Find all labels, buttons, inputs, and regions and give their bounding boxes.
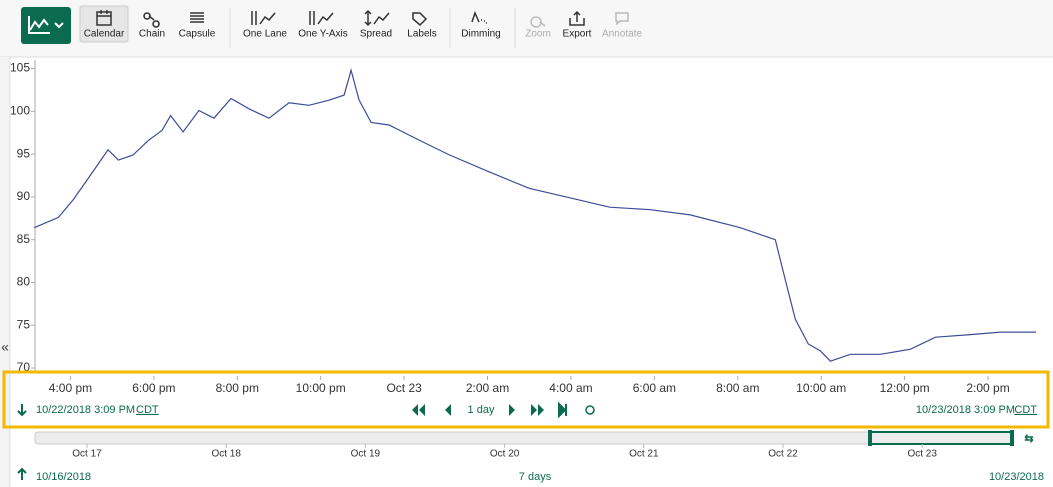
nav-tick-label: Oct 23 bbox=[907, 449, 937, 460]
navigator: Oct 17 Oct 18 Oct 19 Oct 20 Oct 21 Oct 22 Oct … bbox=[72, 444, 937, 460]
button-label: Capsule bbox=[179, 29, 216, 40]
navigator-handle[interactable] bbox=[868, 430, 872, 446]
button-icon bbox=[96, 10, 112, 26]
view-icon bbox=[28, 16, 50, 34]
step-back-far[interactable] bbox=[412, 404, 425, 416]
toolbar-button[interactable]: Chain bbox=[139, 12, 165, 40]
toolbar-button: Zoom bbox=[525, 16, 551, 40]
x-tick-label: 8:00 pm bbox=[216, 381, 259, 395]
x-tick-label: 2:00 am bbox=[466, 381, 509, 395]
nav-tick-label: Oct 17 bbox=[72, 449, 102, 460]
refresh[interactable] bbox=[585, 405, 595, 415]
button-icon bbox=[615, 12, 629, 26]
toolbar-buttons: Calendar Chain Capsule One Lane One Y-Axis Sp… bbox=[79, 5, 642, 43]
x-tick-label: 4:00 pm bbox=[49, 381, 92, 395]
button-icon bbox=[364, 9, 390, 27]
x-tick-label: 10:00 pm bbox=[296, 381, 346, 395]
step-forward[interactable] bbox=[509, 404, 515, 416]
button-label: One Y-Axis bbox=[298, 29, 347, 40]
toolbar-button[interactable]: Capsule bbox=[179, 12, 216, 40]
x-tick-label: 8:00 am bbox=[716, 381, 759, 395]
button-label: One Lane bbox=[243, 29, 287, 40]
button-label: Chain bbox=[139, 29, 165, 40]
view-menu-button[interactable] bbox=[21, 7, 71, 44]
start-arrow[interactable] bbox=[17, 404, 27, 417]
collapse-button[interactable]: « bbox=[1, 339, 9, 355]
series-line bbox=[33, 68, 1036, 362]
start-zone[interactable]: CDT bbox=[136, 404, 159, 416]
nav-start[interactable]: 10/16/2018 bbox=[36, 471, 91, 483]
button-icon bbox=[412, 12, 428, 27]
duration[interactable]: 1 day bbox=[468, 404, 495, 416]
end-time[interactable]: 10/23/2018 3:09 PM bbox=[916, 404, 1015, 416]
x-tick-label: Oct 23 bbox=[386, 381, 422, 395]
start-time[interactable]: 10/22/2018 3:09 PM bbox=[36, 404, 135, 416]
nav-duration[interactable]: 7 days bbox=[519, 471, 552, 483]
jump-now[interactable] bbox=[558, 401, 567, 419]
toolbar-button[interactable]: One Lane bbox=[243, 11, 287, 40]
highlight-box bbox=[2, 370, 1050, 429]
y-tick-label: 105 bbox=[10, 61, 30, 75]
button-label: Calendar bbox=[84, 29, 125, 40]
step-back[interactable] bbox=[445, 404, 451, 416]
toolbar-button: Annotate bbox=[602, 12, 642, 40]
button-icon bbox=[190, 12, 204, 23]
navigator-lock[interactable]: ⇆ bbox=[1024, 433, 1033, 445]
side-strip bbox=[0, 57, 10, 487]
toolbar bbox=[0, 0, 1053, 57]
navigator-handle[interactable] bbox=[1010, 430, 1014, 446]
button-icon bbox=[309, 11, 334, 25]
y-tick-label: 80 bbox=[17, 275, 31, 289]
x-tick-label: 6:00 pm bbox=[132, 381, 175, 395]
button-icon bbox=[143, 12, 160, 28]
x-tick-label: 2:00 pm bbox=[966, 381, 1009, 395]
button-label: Annotate bbox=[602, 29, 642, 40]
x-tick-label: 10:00 am bbox=[796, 381, 846, 395]
button-label: Zoom bbox=[525, 29, 551, 40]
button-icon bbox=[569, 10, 585, 26]
y-tick-label: 85 bbox=[17, 232, 31, 246]
active-background bbox=[79, 5, 129, 43]
nav-tick-label: Oct 21 bbox=[629, 449, 659, 460]
button-icon bbox=[530, 16, 546, 28]
nav-start-arrow[interactable] bbox=[17, 467, 27, 480]
toolbar-button[interactable]: Calendar bbox=[79, 5, 129, 43]
end-zone[interactable]: CDT bbox=[1014, 404, 1037, 416]
y-tick-label: 95 bbox=[17, 146, 31, 160]
y-tick-label: 90 bbox=[17, 189, 31, 203]
button-label: Labels bbox=[407, 29, 436, 40]
step-forward-far[interactable] bbox=[531, 404, 544, 416]
button-label: Dimming bbox=[461, 29, 500, 40]
dropdown-icon bbox=[54, 22, 64, 29]
navigator-track bbox=[34, 431, 1013, 445]
y-tick-label: 100 bbox=[10, 104, 30, 118]
nav-end[interactable]: 10/23/2018 bbox=[989, 471, 1044, 483]
button-icon bbox=[471, 10, 487, 24]
button-label: Export bbox=[563, 29, 592, 40]
toolbar-button[interactable]: Dimming bbox=[461, 10, 501, 40]
nav-tick-label: Oct 20 bbox=[490, 449, 520, 460]
toolbar-button[interactable]: One Y-Axis bbox=[298, 11, 348, 40]
nav-tick-label: Oct 18 bbox=[211, 449, 241, 460]
toolbar-button[interactable]: Export bbox=[563, 10, 592, 40]
x-tick-label: 12:00 pm bbox=[880, 381, 930, 395]
nav-tick-label: Oct 19 bbox=[351, 449, 381, 460]
x-tick-label: 4:00 am bbox=[549, 381, 592, 395]
button-icon bbox=[251, 11, 276, 25]
toolbar-button[interactable]: Labels bbox=[407, 12, 437, 40]
nav-tick-label: Oct 22 bbox=[768, 449, 798, 460]
x-tick-label: 6:00 am bbox=[633, 381, 676, 395]
button-label: Spread bbox=[360, 29, 392, 40]
toolbar-button[interactable]: Spread bbox=[360, 9, 392, 40]
y-tick-label: 75 bbox=[17, 317, 31, 331]
